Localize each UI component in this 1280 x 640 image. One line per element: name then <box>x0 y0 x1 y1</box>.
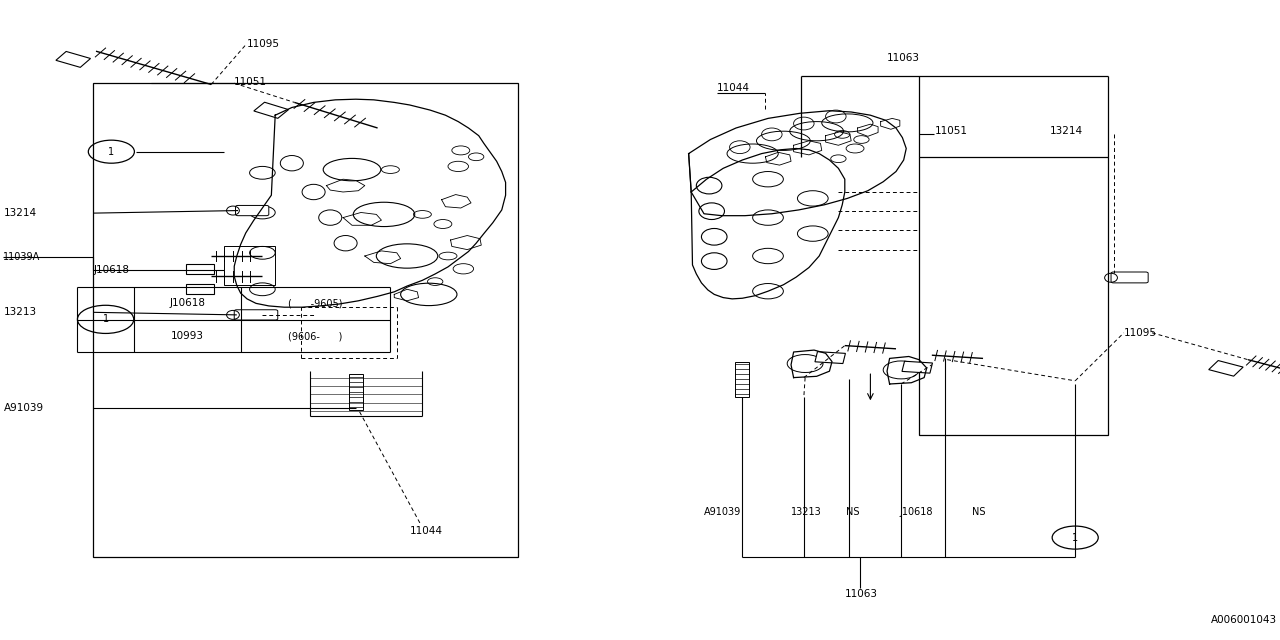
Text: 13213: 13213 <box>791 507 822 517</box>
Bar <box>56 51 91 67</box>
Text: 11044: 11044 <box>410 526 443 536</box>
Text: 11051: 11051 <box>234 77 268 87</box>
Text: 11063: 11063 <box>887 52 920 63</box>
Text: 1: 1 <box>1073 532 1078 543</box>
Text: A91039: A91039 <box>704 507 741 517</box>
Bar <box>735 362 750 397</box>
Bar <box>1208 360 1243 376</box>
Text: 11095: 11095 <box>1124 328 1157 338</box>
Text: 1: 1 <box>109 147 114 157</box>
Text: J10618: J10618 <box>93 265 129 275</box>
Text: 11051: 11051 <box>934 125 968 136</box>
Text: 11095: 11095 <box>247 38 280 49</box>
FancyBboxPatch shape <box>234 310 278 320</box>
Text: J10618: J10618 <box>169 298 206 308</box>
Bar <box>253 102 288 118</box>
Text: 13214: 13214 <box>1050 125 1083 136</box>
Text: (9606-      ): (9606- ) <box>288 331 343 341</box>
Text: A006001043: A006001043 <box>1211 614 1277 625</box>
Bar <box>902 361 932 373</box>
Text: 11044: 11044 <box>717 83 750 93</box>
Bar <box>919 157 1108 435</box>
Text: NS: NS <box>846 507 860 517</box>
Text: A91039: A91039 <box>4 403 44 413</box>
FancyBboxPatch shape <box>1111 272 1148 283</box>
FancyBboxPatch shape <box>236 205 269 216</box>
Text: 1: 1 <box>102 314 109 324</box>
Bar <box>186 264 214 274</box>
Text: 13214: 13214 <box>4 208 37 218</box>
Bar <box>93 83 518 557</box>
Bar <box>815 351 845 364</box>
Text: 11063: 11063 <box>845 589 878 599</box>
Text: J10618: J10618 <box>900 507 933 517</box>
Bar <box>224 246 275 285</box>
Bar <box>186 284 214 294</box>
Text: NS: NS <box>972 507 986 517</box>
Bar <box>348 374 364 410</box>
Text: 11039A: 11039A <box>3 252 40 262</box>
Text: 10993: 10993 <box>172 331 204 341</box>
Text: 13213: 13213 <box>4 307 37 317</box>
Text: (      -9605): ( -9605) <box>288 298 343 308</box>
